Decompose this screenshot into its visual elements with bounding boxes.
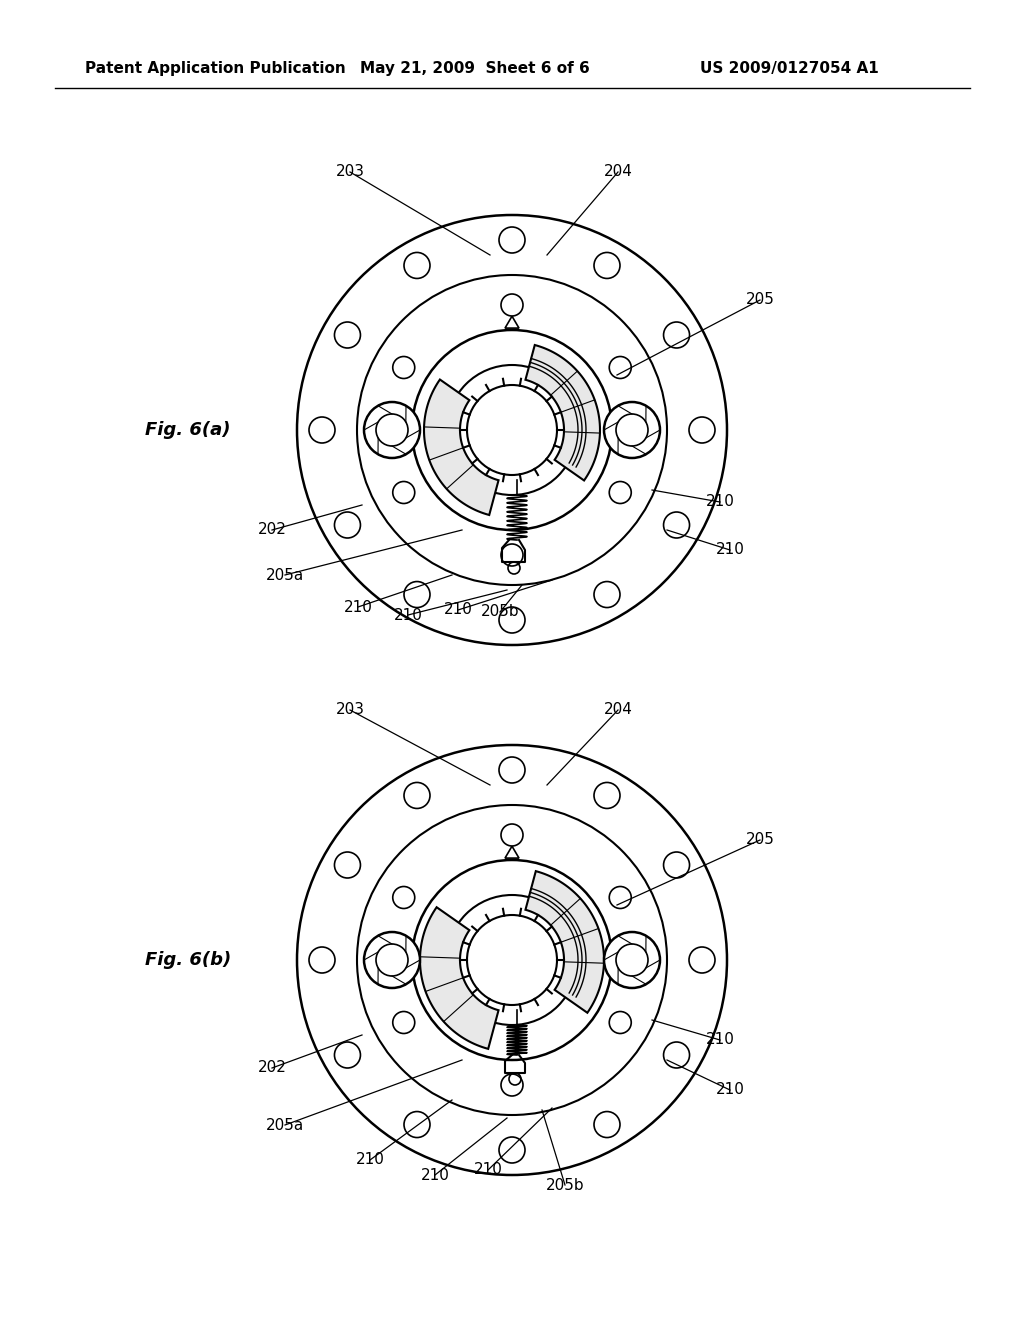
Text: 202: 202 bbox=[258, 523, 287, 537]
Circle shape bbox=[616, 414, 648, 446]
Text: 205b: 205b bbox=[480, 605, 519, 619]
Text: 204: 204 bbox=[603, 165, 633, 180]
Text: 210: 210 bbox=[421, 1167, 450, 1183]
Text: 210: 210 bbox=[716, 1082, 744, 1097]
Text: US 2009/0127054 A1: US 2009/0127054 A1 bbox=[700, 61, 879, 75]
Circle shape bbox=[376, 944, 408, 975]
Circle shape bbox=[604, 932, 660, 987]
Text: 203: 203 bbox=[336, 702, 365, 718]
Text: 210: 210 bbox=[443, 602, 472, 618]
Circle shape bbox=[364, 932, 420, 987]
Circle shape bbox=[467, 915, 557, 1005]
Text: 205: 205 bbox=[745, 833, 774, 847]
Polygon shape bbox=[420, 907, 499, 1049]
Circle shape bbox=[604, 403, 660, 458]
Text: Fig. 6(a): Fig. 6(a) bbox=[145, 421, 230, 440]
Text: 203: 203 bbox=[336, 165, 365, 180]
Text: 210: 210 bbox=[355, 1152, 384, 1167]
Text: 202: 202 bbox=[258, 1060, 287, 1076]
Circle shape bbox=[364, 403, 420, 458]
Text: 210: 210 bbox=[344, 599, 373, 615]
Text: 204: 204 bbox=[603, 702, 633, 718]
Text: May 21, 2009  Sheet 6 of 6: May 21, 2009 Sheet 6 of 6 bbox=[360, 61, 590, 75]
Text: Patent Application Publication: Patent Application Publication bbox=[85, 61, 346, 75]
Text: 210: 210 bbox=[706, 495, 734, 510]
Circle shape bbox=[447, 366, 577, 495]
Text: 210: 210 bbox=[716, 543, 744, 557]
Circle shape bbox=[616, 944, 648, 975]
Polygon shape bbox=[424, 380, 499, 515]
Text: 210: 210 bbox=[473, 1163, 503, 1177]
Text: Fig. 6(b): Fig. 6(b) bbox=[145, 950, 231, 969]
Circle shape bbox=[467, 385, 557, 475]
Polygon shape bbox=[525, 345, 600, 480]
Polygon shape bbox=[525, 871, 604, 1012]
Text: 210: 210 bbox=[393, 607, 423, 623]
Circle shape bbox=[412, 330, 612, 531]
Circle shape bbox=[447, 895, 577, 1026]
Text: 205b: 205b bbox=[546, 1177, 585, 1192]
Text: 205a: 205a bbox=[266, 568, 304, 582]
Circle shape bbox=[412, 861, 612, 1060]
Text: 205a: 205a bbox=[266, 1118, 304, 1133]
Circle shape bbox=[376, 414, 408, 446]
Text: 210: 210 bbox=[706, 1032, 734, 1048]
Text: 205: 205 bbox=[745, 293, 774, 308]
